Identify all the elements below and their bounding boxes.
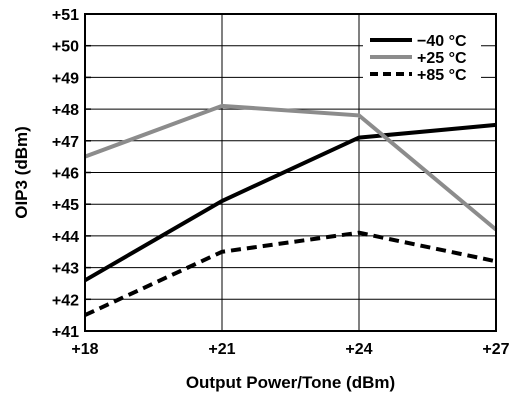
y-tick-labels: +41 +42 +43 +44 +45 +46 +47 +48 +49 +50 +51 [52, 7, 79, 341]
legend: −40 °C+25 °C+85 °C [363, 27, 481, 87]
y-tick-label: +44 [52, 229, 79, 246]
y-tick-label: +50 [52, 39, 79, 56]
series-lines [83, 103, 498, 317]
y-tick-label: +51 [52, 7, 79, 24]
x-tick-label: +27 [482, 341, 509, 358]
legend-label: +25 °C [417, 50, 467, 67]
x-tick-label: +24 [345, 341, 372, 358]
series-line [84, 230, 497, 317]
y-tick-label: +45 [52, 197, 79, 214]
x-tick-label: +18 [71, 341, 98, 358]
y-tick-label: +48 [52, 102, 79, 119]
y-tick-label: +47 [52, 134, 79, 151]
y-tick-label: +41 [52, 324, 79, 341]
y-tick-label: +43 [52, 261, 79, 278]
y-tick-label: +42 [52, 292, 79, 309]
plot-frame [84, 13, 497, 332]
y-axis-label: OIP3 (dBm) [12, 126, 31, 219]
legend-label: −40 °C [417, 33, 467, 50]
legend-label: +85 °C [417, 67, 467, 84]
series-line [83, 122, 497, 283]
x-tick-labels: +18 +21 +24 +27 [71, 341, 509, 358]
y-tick-label: +46 [52, 166, 79, 183]
y-tick-label: +49 [52, 70, 79, 87]
series-line [84, 103, 498, 232]
x-tick-label: +21 [208, 341, 235, 358]
x-axis-label: Output Power/Tone (dBm) [186, 373, 395, 392]
